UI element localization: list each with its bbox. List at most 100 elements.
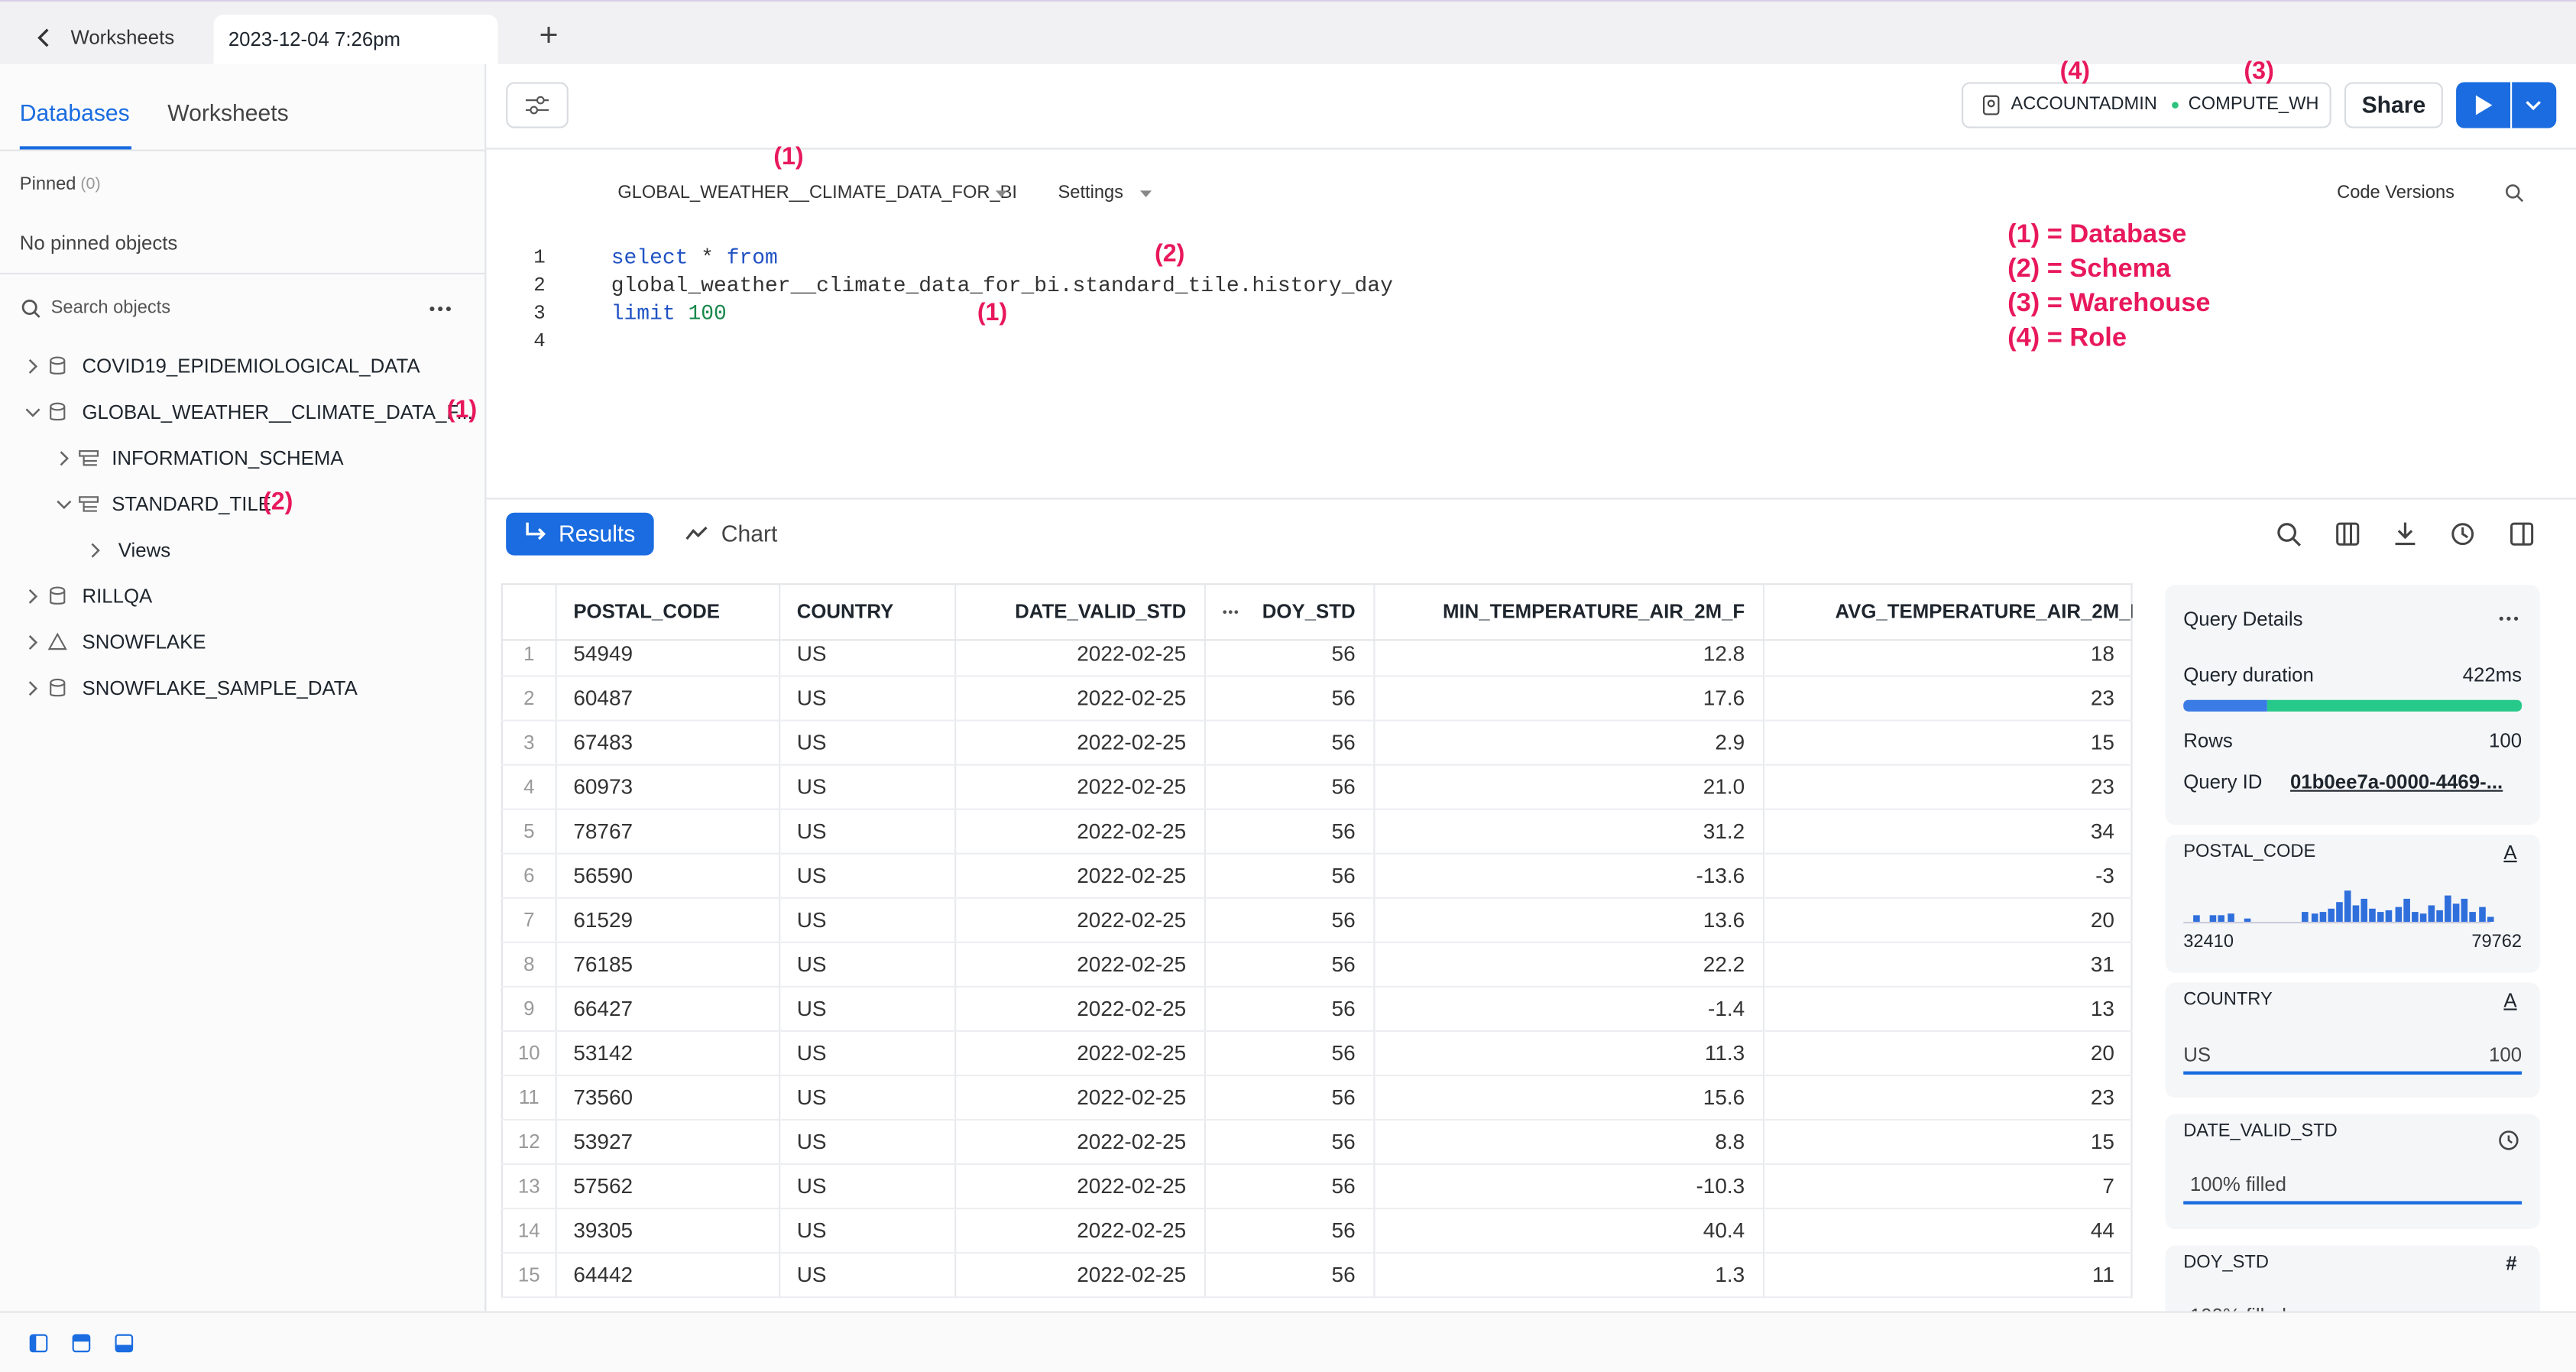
cell: 23 (2091, 686, 2114, 712)
layout-button (73, 1335, 91, 1353)
tree-item[interactable]: Views (118, 539, 170, 563)
cell: 23 (2091, 1085, 2114, 1111)
histogram-bar (2193, 915, 2200, 922)
settings-selector[interactable]: Settings (1058, 183, 1123, 204)
cell: 56 (1332, 686, 1356, 712)
row-border (501, 853, 2133, 855)
column-header[interactable]: POSTAL_CODE (556, 585, 779, 639)
cell: 2022-02-25 (1077, 774, 1186, 800)
tree-item[interactable]: SNOWFLAKE (82, 631, 206, 654)
annotation: (1) (447, 396, 477, 426)
tree-item[interactable]: RILLQA (82, 585, 152, 608)
card-title: COUNTRY (2183, 990, 2273, 1011)
cell: 2022-02-25 (1077, 1040, 1186, 1066)
tree-item[interactable]: COVID19_EPIDEMIOLOGICAL_DATA (82, 355, 420, 378)
code-token: * (688, 245, 726, 270)
query-id[interactable]: 01b0ee7a-0000-4469-... (2290, 770, 2503, 794)
column-header-label[interactable]: MIN_TEMPERATURE_AIR_2M_F (1443, 600, 1745, 623)
row-border (501, 1030, 2133, 1032)
code-token: 100 (688, 301, 726, 326)
results-tab-label[interactable]: Results (559, 521, 635, 548)
code-token: from (727, 245, 778, 270)
column-header-label[interactable]: POSTAL_CODE (573, 600, 720, 623)
chevron (89, 544, 102, 557)
cell: 56 (1332, 819, 1356, 845)
row-number: 2 (523, 686, 534, 710)
code-versions[interactable]: Code Versions (2337, 183, 2454, 204)
column-header[interactable]: COUNTRY (779, 585, 954, 639)
back-tab[interactable]: Worksheets (70, 26, 174, 50)
cell: 21.0 (1703, 774, 1745, 800)
chevron (26, 406, 39, 419)
column-header[interactable]: AVG_TEMPERATURE_AIR_2M_F (1763, 585, 2133, 639)
country-value: US (2183, 1043, 2211, 1067)
cell: 2022-02-25 (1077, 641, 1186, 667)
line-number: 1 (533, 246, 545, 270)
type-badge: A (2503, 989, 2516, 1013)
code-line: limit 100 (611, 301, 727, 327)
cell: 2022-02-25 (1077, 1085, 1186, 1111)
cell: 2022-02-25 (1077, 952, 1186, 978)
row-number: 4 (523, 775, 534, 799)
cell: 2022-02-25 (1077, 730, 1186, 756)
column-header[interactable]: MIN_TEMPERATURE_AIR_2M_F (1373, 585, 1763, 639)
header-border (501, 639, 2133, 641)
divider (0, 273, 484, 274)
share-label[interactable]: Share (2362, 92, 2426, 119)
histogram-bar (2403, 899, 2409, 922)
row-border (501, 1252, 2133, 1254)
column-header-label[interactable]: DOY_STD (1262, 600, 1356, 623)
new-tab[interactable]: + (540, 16, 559, 56)
database-selector[interactable]: GLOBAL_WEATHER__CLIMATE_DATA_FOR_BI (617, 183, 1017, 204)
cell: 2022-02-25 (1077, 686, 1186, 712)
annotation: (1) (773, 143, 803, 173)
cell: 56 (1332, 774, 1356, 800)
tree-item[interactable]: SNOWFLAKE_SAMPLE_DATA (82, 676, 357, 700)
cell: 13.6 (1703, 907, 1745, 933)
active-tab-label[interactable]: 2023-12-04 7:26pm (228, 28, 400, 51)
tree-item[interactable]: GLOBAL_WEATHER__CLIMATE_DATA_F... (82, 401, 472, 424)
chevron (26, 360, 39, 373)
sidebar-tab[interactable]: Databases (20, 99, 130, 127)
cell: 56 (1332, 1218, 1356, 1244)
line-number: 4 (533, 330, 545, 354)
row-number: 14 (518, 1219, 540, 1243)
histogram-bar (2336, 902, 2343, 922)
chart-tab[interactable]: Chart (721, 521, 778, 548)
column-header-label[interactable]: DATE_VALID_STD (1015, 600, 1186, 623)
row-border (501, 720, 2133, 722)
divider (0, 150, 484, 151)
cell: -10.3 (1696, 1173, 1745, 1199)
search-input[interactable]: Search objects (51, 298, 170, 319)
database-icon (49, 679, 65, 699)
column-header-label[interactable]: AVG_TEMPERATURE_AIR_2M_F (1835, 600, 2132, 623)
code-token: global_weather__climate_data_for_bi.stan… (611, 273, 1393, 297)
caret (996, 190, 1007, 197)
more-icon (2499, 616, 2519, 621)
row-number: 9 (523, 997, 534, 1020)
tree-item[interactable]: STANDARD_TILE (112, 492, 271, 516)
duration-bar-compile (2183, 700, 2267, 712)
caret (1140, 190, 1152, 197)
code-line: select * from (611, 245, 778, 271)
row-border (501, 986, 2133, 988)
cell: 2022-02-25 (1077, 1173, 1186, 1199)
cell: 2022-02-25 (1077, 1262, 1186, 1288)
table (501, 583, 2133, 1298)
cell: 40.4 (1703, 1218, 1745, 1244)
cell: -13.6 (1696, 863, 1745, 889)
line-number: 2 (533, 274, 545, 298)
duration-bar-exec (2267, 700, 2522, 712)
column-header[interactable]: DATE_VALID_STD (954, 585, 1204, 639)
column-header-label[interactable]: COUNTRY (797, 600, 894, 623)
histogram-bar (2218, 915, 2225, 922)
row-border (501, 1163, 2133, 1165)
sidebar-tab[interactable]: Worksheets (167, 99, 288, 127)
details-title: Query Details (2183, 608, 2302, 631)
cell: 15 (2091, 730, 2114, 756)
histogram-bar (2411, 912, 2418, 922)
tree-item[interactable]: INFORMATION_SCHEMA (112, 446, 343, 470)
cell: 22.2 (1703, 952, 1745, 978)
line-number: 3 (533, 302, 545, 326)
histogram-bar (2445, 896, 2451, 922)
